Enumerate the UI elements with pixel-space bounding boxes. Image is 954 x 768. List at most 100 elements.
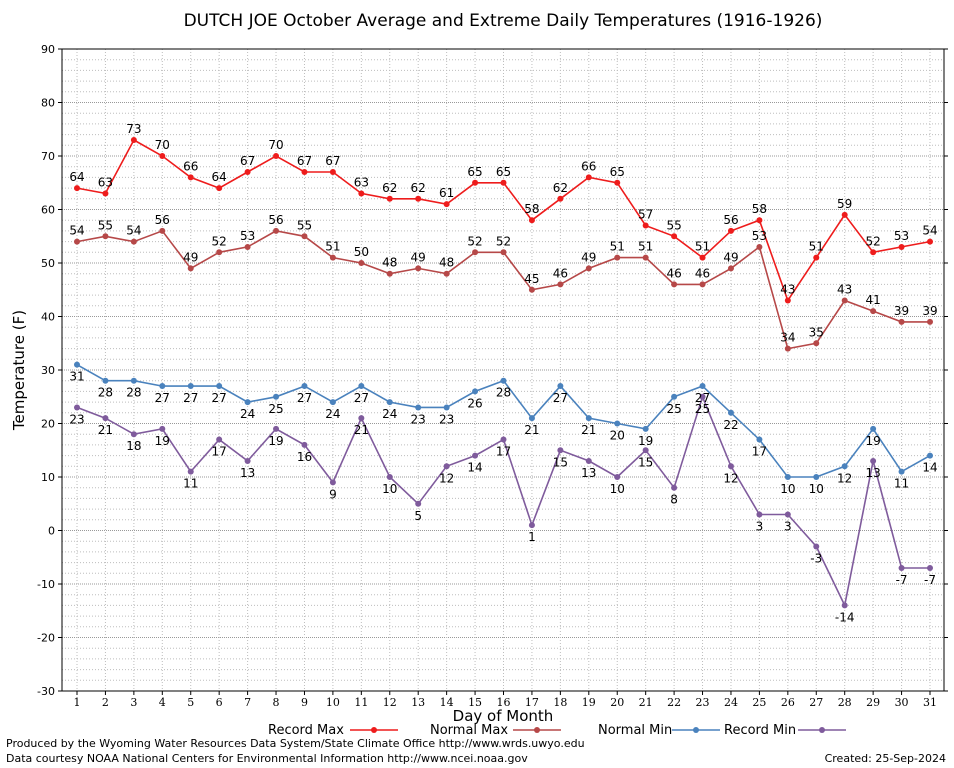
data-label: 15 (638, 455, 653, 469)
data-label: 52 (212, 234, 227, 248)
y-tick-label: 80 (41, 97, 55, 110)
data-label: 50 (354, 245, 369, 259)
data-label: 17 (752, 445, 767, 459)
data-label: 52 (496, 234, 511, 248)
x-tick-label: 14 (440, 696, 454, 709)
data-label: 25 (268, 402, 283, 416)
data-label: 63 (354, 175, 369, 189)
x-tick-label: 19 (582, 696, 596, 709)
data-point (443, 404, 450, 411)
data-label: 21 (524, 423, 539, 437)
data-label: 18 (126, 439, 141, 453)
data-label: 58 (524, 202, 539, 216)
data-point (443, 270, 450, 277)
data-point (74, 185, 80, 192)
data-point (784, 474, 791, 480)
y-tick-label: 50 (41, 257, 55, 270)
y-tick-label: 10 (41, 471, 55, 484)
data-label: 27 (354, 391, 369, 405)
data-point (102, 415, 109, 422)
x-tick-label: 22 (667, 696, 681, 709)
data-label: -3 (810, 552, 822, 566)
data-point (756, 511, 763, 518)
data-point (699, 254, 706, 261)
footer-data-courtesy: Data courtesy NOAA National Centers for … (6, 752, 528, 765)
data-point (329, 254, 336, 261)
data-point (130, 136, 137, 143)
data-point (415, 265, 422, 272)
x-tick-label: 26 (781, 696, 795, 709)
data-point (244, 169, 251, 176)
data-label: 19 (865, 434, 880, 448)
data-label: 10 (610, 482, 625, 496)
data-point (472, 452, 479, 459)
data-point (614, 254, 621, 261)
data-label: 56 (155, 213, 170, 227)
data-point (500, 249, 507, 256)
data-point (528, 286, 535, 293)
data-label: 55 (666, 218, 681, 232)
data-point (756, 217, 763, 224)
data-label: -7 (924, 573, 936, 587)
x-tick-label: 16 (497, 696, 511, 709)
data-point (500, 436, 507, 443)
data-label: 27 (553, 391, 568, 405)
data-point (614, 179, 621, 186)
y-tick-label: 0 (48, 525, 55, 538)
x-tick-label: 3 (130, 696, 137, 709)
data-point (358, 190, 365, 197)
data-point (415, 500, 422, 507)
data-point (642, 425, 649, 432)
data-label: 14 (467, 461, 482, 475)
data-label: 53 (894, 229, 909, 243)
data-point (870, 308, 877, 315)
data-label: 51 (695, 240, 710, 254)
data-point (557, 447, 564, 454)
data-point (727, 463, 734, 470)
data-point (329, 399, 336, 406)
data-point (841, 211, 848, 218)
data-label: 35 (809, 325, 824, 339)
x-tick-label: 8 (273, 696, 280, 709)
data-label: 5 (414, 509, 422, 523)
data-label: 57 (638, 208, 653, 222)
data-label: 59 (837, 197, 852, 211)
data-label: 52 (467, 234, 482, 248)
data-point (386, 195, 393, 202)
data-point (386, 399, 393, 406)
data-point (386, 270, 393, 277)
data-point (557, 383, 564, 390)
data-point (642, 254, 649, 261)
x-tick-label: 6 (216, 696, 223, 709)
y-tick-label: -30 (37, 685, 55, 698)
x-tick-label: 7 (244, 696, 251, 709)
data-label: 48 (382, 256, 397, 270)
data-label: 8 (670, 493, 678, 507)
data-point (358, 383, 365, 390)
data-point (898, 243, 905, 250)
data-point (727, 409, 734, 416)
data-point (472, 249, 479, 256)
data-label: 23 (411, 412, 426, 426)
data-point (159, 425, 166, 432)
legend-swatch-marker (819, 727, 825, 733)
data-point (898, 564, 905, 571)
data-label: 55 (98, 218, 113, 232)
data-label: 65 (467, 165, 482, 179)
x-tick-label: 24 (724, 696, 738, 709)
data-label: 19 (638, 434, 653, 448)
data-label: 25 (666, 402, 681, 416)
data-point (130, 238, 137, 245)
data-point (74, 404, 80, 411)
data-label: 12 (439, 471, 454, 485)
data-label: 51 (809, 240, 824, 254)
data-label: 10 (382, 482, 397, 496)
data-point (358, 260, 365, 266)
data-point (216, 185, 223, 192)
data-point (784, 297, 791, 304)
y-tick-label: 90 (41, 43, 55, 56)
data-point (244, 457, 251, 464)
data-label: 62 (382, 181, 397, 195)
data-point (727, 227, 734, 234)
